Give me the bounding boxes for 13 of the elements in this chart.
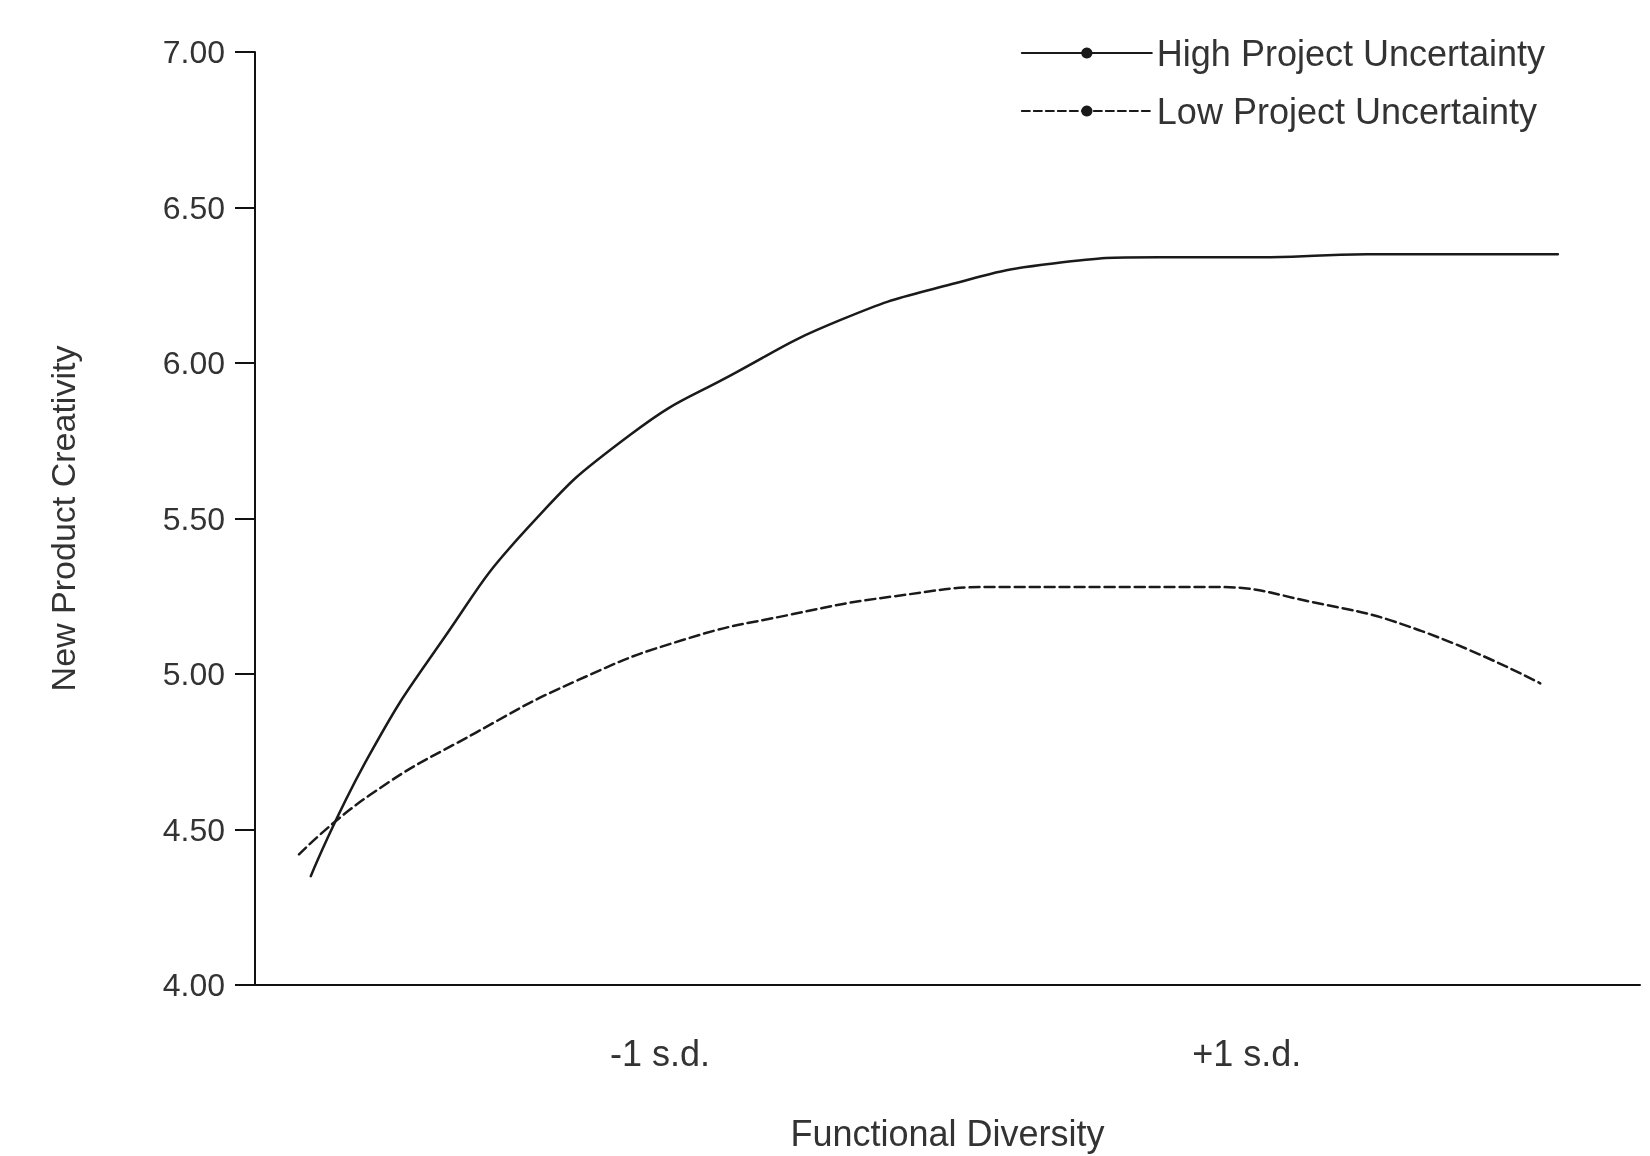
x-tick-label: +1 s.d.: [1192, 1032, 1302, 1074]
y-tick-label: 4.00: [162, 967, 225, 1003]
y-tick-label: 5.50: [162, 500, 225, 537]
y-tick-label: 5.00: [162, 656, 225, 692]
y-tick-label: 4.50: [162, 811, 225, 848]
y-tick-label: 6.00: [162, 345, 225, 381]
y-tick-label: 7.00: [162, 34, 225, 70]
y-tick-label: 6.50: [162, 189, 225, 226]
legend-label: Low Project Uncertainty: [1156, 90, 1538, 132]
legend-label: High Project Uncertainty: [1156, 32, 1546, 74]
x-axis-title: Functional Diversity: [790, 1112, 1105, 1154]
y-axis-title: New Product Creativity: [44, 345, 82, 692]
x-tick-label: -1 s.d.: [609, 1032, 710, 1074]
